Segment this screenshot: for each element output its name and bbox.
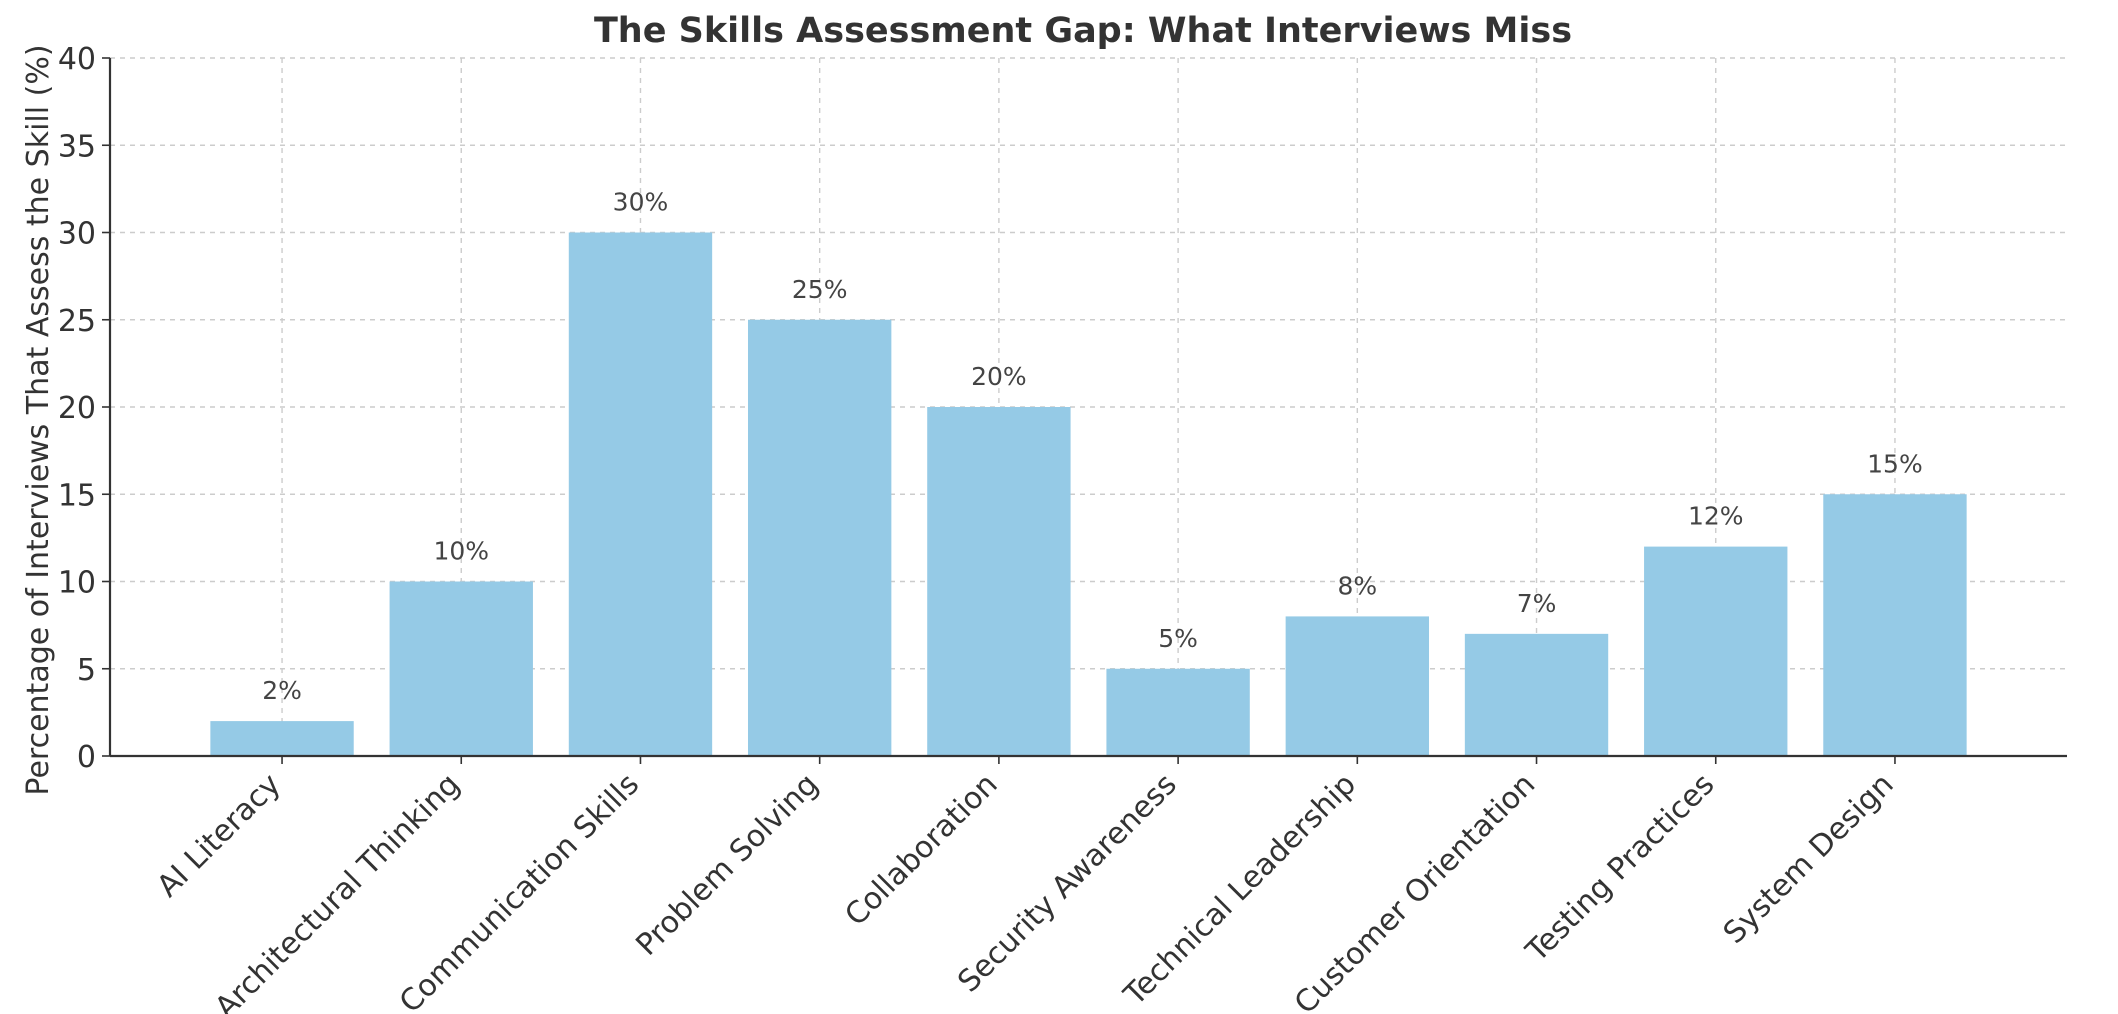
chart-title: The Skills Assessment Gap: What Intervie…	[594, 11, 1572, 51]
y-tick-label: 5	[77, 653, 96, 688]
x-tick-label: Testing Practices	[1519, 767, 1722, 970]
data-label: 7%	[1517, 589, 1557, 618]
data-label: 12%	[1688, 502, 1744, 531]
y-tick-label: 20	[58, 391, 96, 426]
bar-system-design	[1823, 494, 1967, 756]
x-tick-label: AI Literacy	[150, 767, 287, 904]
bar-testing-practices	[1644, 546, 1788, 756]
bar-technical-leadership	[1285, 616, 1430, 756]
data-label: 30%	[613, 188, 669, 217]
bars	[210, 232, 1967, 756]
data-label: 25%	[792, 275, 848, 304]
y-tick-label: 30	[58, 217, 96, 252]
bar-architectural-thinking	[389, 581, 533, 756]
y-tick-label: 15	[58, 478, 96, 513]
x-tick-label: Problem Solving	[629, 767, 825, 963]
y-tick-label: 0	[77, 740, 96, 775]
y-tick-label: 40	[58, 42, 96, 77]
x-tick-label: Collaboration	[838, 767, 1004, 933]
bar-communication-skills	[568, 232, 713, 756]
y-tick-label: 10	[58, 566, 96, 601]
bar-security-awareness	[1106, 668, 1250, 756]
bar-ai-literacy	[210, 721, 354, 756]
data-label: 10%	[433, 537, 489, 566]
y-axis-title: Percentage of Interviews That Assess the…	[21, 44, 56, 795]
bar-customer-orientation	[1464, 633, 1609, 756]
x-tick-label: System Design	[1717, 767, 1901, 951]
data-label: 8%	[1337, 571, 1377, 600]
data-label: 15%	[1867, 449, 1923, 478]
data-labels: 2% 10% 30% 25% 20% 5% 8% 7% 12% 15%	[262, 188, 1923, 706]
bar-problem-solving	[747, 319, 892, 756]
bar-collaboration	[927, 407, 1071, 756]
y-tick-labels: 0 5 10 15 20 25 30 35 40	[58, 42, 96, 775]
data-label: 5%	[1158, 624, 1198, 653]
data-label: 20%	[971, 362, 1027, 391]
y-tick-label: 35	[58, 129, 96, 164]
y-tick-label: 25	[58, 304, 96, 339]
axes	[102, 57, 2067, 764]
data-label: 2%	[262, 676, 302, 705]
